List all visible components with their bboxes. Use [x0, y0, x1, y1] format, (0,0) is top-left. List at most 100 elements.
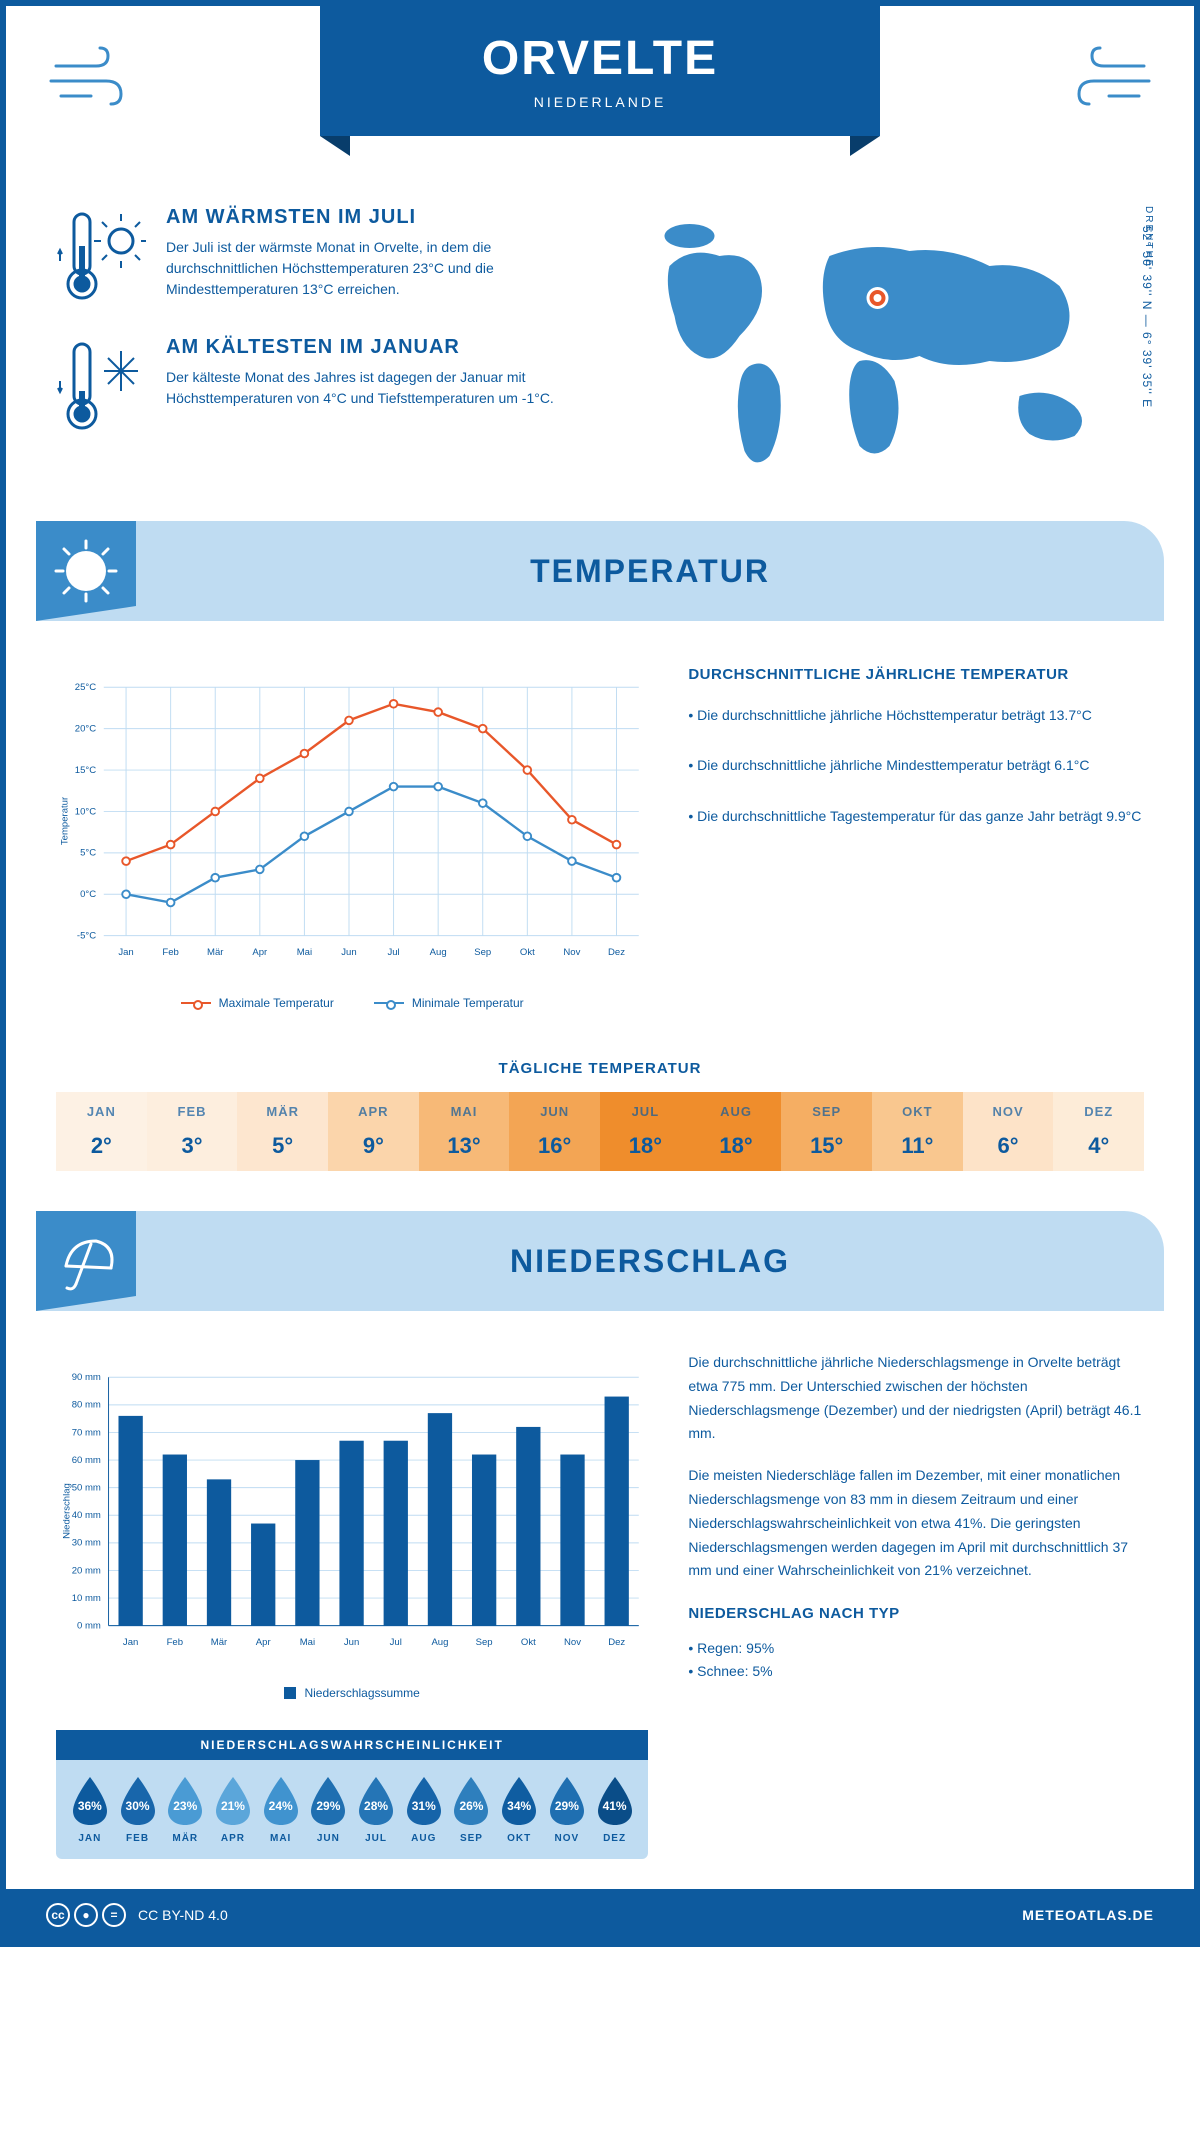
wind-icon [46, 46, 136, 130]
precipitation-bar-chart: 0 mm10 mm20 mm30 mm40 mm50 mm60 mm70 mm8… [56, 1351, 648, 1671]
thermometer-sun-icon [56, 206, 146, 306]
temp-cell: DEZ4° [1053, 1092, 1144, 1171]
svg-text:10°C: 10°C [75, 806, 96, 817]
svg-text:Aug: Aug [430, 947, 447, 958]
svg-text:50 mm: 50 mm [72, 1483, 101, 1494]
temp-cell: JUL18° [600, 1092, 691, 1171]
svg-text:70 mm: 70 mm [72, 1427, 101, 1438]
temp-cell: AUG18° [691, 1092, 782, 1171]
map-area: DRENTHE 52° 50' 39'' N — 6° 39' 35'' E [615, 206, 1144, 491]
footer-license: cc ● = CC BY-ND 4.0 [46, 1903, 228, 1927]
temp-info: DURCHSCHNITTLICHE JÄHRLICHE TEMPERATUR •… [688, 661, 1144, 1010]
cc-icons: cc ● = [46, 1903, 126, 1927]
footer-site: METEOATLAS.DE [1022, 1907, 1154, 1923]
precip-text: Die durchschnittliche jährliche Niedersc… [688, 1351, 1144, 1859]
prob-drop: 29%JUN [305, 1775, 353, 1844]
prob-drop: 21%APR [209, 1775, 257, 1844]
precip-content: 0 mm10 mm20 mm30 mm40 mm50 mm60 mm70 mm8… [6, 1311, 1194, 1889]
precip-type: • Schnee: 5% [688, 1660, 1144, 1684]
temp-cell: NOV6° [963, 1092, 1054, 1171]
prob-drop: 24%MAI [257, 1775, 305, 1844]
temp-bullet: • Die durchschnittliche jährliche Höchst… [688, 703, 1144, 728]
legend-precip: Niederschlagssumme [284, 1686, 419, 1700]
prob-drop: 36%JAN [66, 1775, 114, 1844]
svg-text:Mai: Mai [297, 947, 312, 958]
temp-bullet: • Die durchschnittliche Tagestemperatur … [688, 804, 1144, 829]
precip-type-title: NIEDERSCHLAG NACH TYP [688, 1601, 1144, 1627]
svg-text:40 mm: 40 mm [72, 1510, 101, 1521]
coldest-block: AM KÄLTESTEN IM JANUAR Der kälteste Mona… [56, 336, 585, 436]
world-map-icon [615, 206, 1144, 486]
svg-text:Okt: Okt [520, 947, 535, 958]
svg-text:90 mm: 90 mm [72, 1372, 101, 1383]
city-title: ORVELTE [320, 6, 880, 86]
svg-text:Jan: Jan [123, 1637, 138, 1648]
svg-text:Mär: Mär [207, 947, 224, 958]
svg-text:25°C: 25°C [75, 682, 96, 693]
temp-title: TEMPERATUR [136, 553, 1164, 590]
warmest-desc: Der Juli ist der wärmste Monat in Orvelt… [166, 237, 585, 300]
svg-text:20 mm: 20 mm [72, 1565, 101, 1576]
svg-text:Jul: Jul [390, 1637, 402, 1648]
warmest-block: AM WÄRMSTEN IM JULI Der Juli ist der wär… [56, 206, 585, 306]
prob-title: NIEDERSCHLAGSWAHRSCHEINLICHKEIT [56, 1730, 648, 1760]
svg-text:0°C: 0°C [80, 889, 96, 900]
svg-text:Mär: Mär [211, 1637, 228, 1648]
svg-text:30 mm: 30 mm [72, 1538, 101, 1549]
sun-icon [36, 521, 136, 621]
svg-text:Okt: Okt [521, 1637, 536, 1648]
svg-text:5°C: 5°C [80, 848, 96, 859]
svg-text:Jun: Jun [344, 1637, 359, 1648]
legend-min: .legend-item:nth-child(2) .legend-line::… [374, 996, 524, 1010]
probability-drops: 36%JAN30%FEB23%MÄR21%APR24%MAI29%JUN28%J… [56, 1760, 648, 1849]
temp-cell: APR9° [328, 1092, 419, 1171]
prob-drop: 41%DEZ [591, 1775, 639, 1844]
prob-drop: 29%NOV [543, 1775, 591, 1844]
svg-text:Niederschlag: Niederschlag [61, 1483, 72, 1539]
temp-cell: MÄR5° [237, 1092, 328, 1171]
coldest-text: AM KÄLTESTEN IM JANUAR Der kälteste Mona… [166, 336, 585, 436]
temp-cell: FEB3° [147, 1092, 238, 1171]
temp-chart-area: -5°C0°C5°C10°C15°C20°C25°CJanFebMärAprMa… [56, 661, 648, 1010]
footer: cc ● = CC BY-ND 4.0 METEOATLAS.DE [6, 1889, 1194, 1941]
thermometer-snow-icon [56, 336, 146, 436]
precip-legend: Niederschlagssumme [56, 1686, 648, 1700]
svg-text:-5°C: -5°C [77, 931, 96, 942]
precip-section-header: NIEDERSCHLAG [36, 1211, 1164, 1311]
svg-text:Jul: Jul [387, 947, 399, 958]
temp-cell: OKT11° [872, 1092, 963, 1171]
umbrella-icon [36, 1211, 136, 1311]
temp-legend: .legend-item:nth-child(1) .legend-line::… [56, 996, 648, 1010]
daily-temp-table: JAN2°FEB3°MÄR5°APR9°MAI13°JUN16°JUL18°AU… [56, 1092, 1144, 1171]
precip-p1: Die durchschnittliche jährliche Niedersc… [688, 1351, 1144, 1446]
coldest-desc: Der kälteste Monat des Jahres ist dagege… [166, 367, 585, 409]
intro-section: AM WÄRMSTEN IM JULI Der Juli ist der wär… [6, 186, 1194, 521]
svg-text:Jan: Jan [118, 947, 133, 958]
svg-text:60 mm: 60 mm [72, 1455, 101, 1466]
prob-drop: 34%OKT [495, 1775, 543, 1844]
svg-text:Apr: Apr [252, 947, 268, 958]
infographic-page: ORVELTE NIEDERLANDE AM WÄRMSTEN IM JULI … [0, 0, 1200, 1947]
probability-box: NIEDERSCHLAGSWAHRSCHEINLICHKEIT 36%JAN30… [56, 1730, 648, 1859]
temp-bullet: • Die durchschnittliche jährliche Mindes… [688, 753, 1144, 778]
prob-drop: 28%JUL [352, 1775, 400, 1844]
svg-text:0 mm: 0 mm [77, 1621, 101, 1632]
svg-text:Nov: Nov [564, 1637, 581, 1648]
svg-text:Aug: Aug [431, 1637, 448, 1648]
warmest-title: AM WÄRMSTEN IM JULI [166, 206, 585, 229]
prob-drop: 26%SEP [448, 1775, 496, 1844]
svg-text:Sep: Sep [474, 947, 491, 958]
svg-text:Temperatur: Temperatur [59, 796, 70, 845]
prob-drop: 23%MÄR [161, 1775, 209, 1844]
temp-section-header: TEMPERATUR [36, 521, 1164, 621]
svg-text:Apr: Apr [256, 1637, 272, 1648]
license-text: CC BY-ND 4.0 [138, 1907, 228, 1923]
svg-text:80 mm: 80 mm [72, 1400, 101, 1411]
svg-text:15°C: 15°C [75, 765, 96, 776]
country-subtitle: NIEDERLANDE [320, 94, 880, 110]
svg-text:Dez: Dez [608, 1637, 625, 1648]
svg-text:Dez: Dez [608, 947, 625, 958]
prob-drop: 31%AUG [400, 1775, 448, 1844]
daily-temp-title: TÄGLICHE TEMPERATUR [6, 1060, 1194, 1077]
svg-text:Sep: Sep [476, 1637, 493, 1648]
